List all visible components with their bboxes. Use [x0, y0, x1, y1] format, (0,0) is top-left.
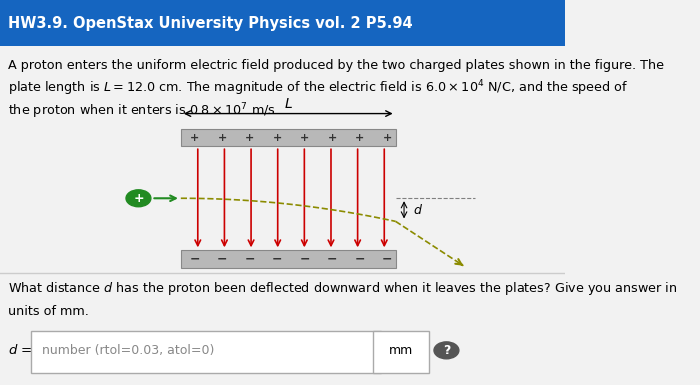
Text: the proton when it enters is $0.8 \times 10^7$ m/s.: the proton when it enters is $0.8 \times…: [8, 102, 279, 121]
Circle shape: [434, 342, 459, 359]
FancyBboxPatch shape: [31, 331, 382, 373]
Text: units of mm.: units of mm.: [8, 305, 90, 318]
Text: +: +: [245, 133, 255, 142]
Text: −: −: [382, 253, 392, 265]
Text: A proton enters the uniform electric field produced by the two charged plates sh: A proton enters the uniform electric fie…: [8, 59, 664, 72]
Text: plate length is $L = 12.0$ cm. The magnitude of the electric field is $6.0 \time: plate length is $L = 12.0$ cm. The magni…: [8, 79, 629, 98]
Text: +: +: [190, 133, 199, 142]
Text: $d$: $d$: [412, 203, 423, 217]
Text: +: +: [382, 133, 392, 142]
Text: −: −: [217, 253, 228, 265]
Text: +: +: [328, 133, 337, 142]
Text: +: +: [355, 133, 364, 142]
Bar: [181, 129, 395, 146]
Text: $d$ =: $d$ =: [8, 343, 33, 357]
Text: −: −: [327, 253, 337, 265]
Text: +: +: [273, 133, 282, 142]
Text: −: −: [354, 253, 365, 265]
FancyBboxPatch shape: [373, 331, 430, 373]
Text: −: −: [190, 253, 200, 265]
Text: +: +: [300, 133, 309, 142]
Text: +: +: [133, 192, 144, 205]
Circle shape: [126, 190, 151, 207]
Text: ?: ?: [442, 344, 450, 357]
Text: HW3.9. OpenStax University Physics vol. 2 P5.94: HW3.9. OpenStax University Physics vol. …: [8, 16, 413, 30]
Bar: [181, 250, 395, 268]
Text: +: +: [218, 133, 227, 142]
Text: mm: mm: [389, 344, 413, 357]
Text: $L$: $L$: [284, 97, 293, 111]
Text: number (rtol=0.03, atol=0): number (rtol=0.03, atol=0): [43, 344, 215, 357]
Text: −: −: [244, 253, 255, 265]
FancyBboxPatch shape: [0, 0, 565, 46]
Text: What distance $d$ has the proton been deflected downward when it leaves the plat: What distance $d$ has the proton been de…: [8, 280, 678, 297]
Text: −: −: [300, 253, 310, 265]
Text: −: −: [272, 253, 283, 265]
